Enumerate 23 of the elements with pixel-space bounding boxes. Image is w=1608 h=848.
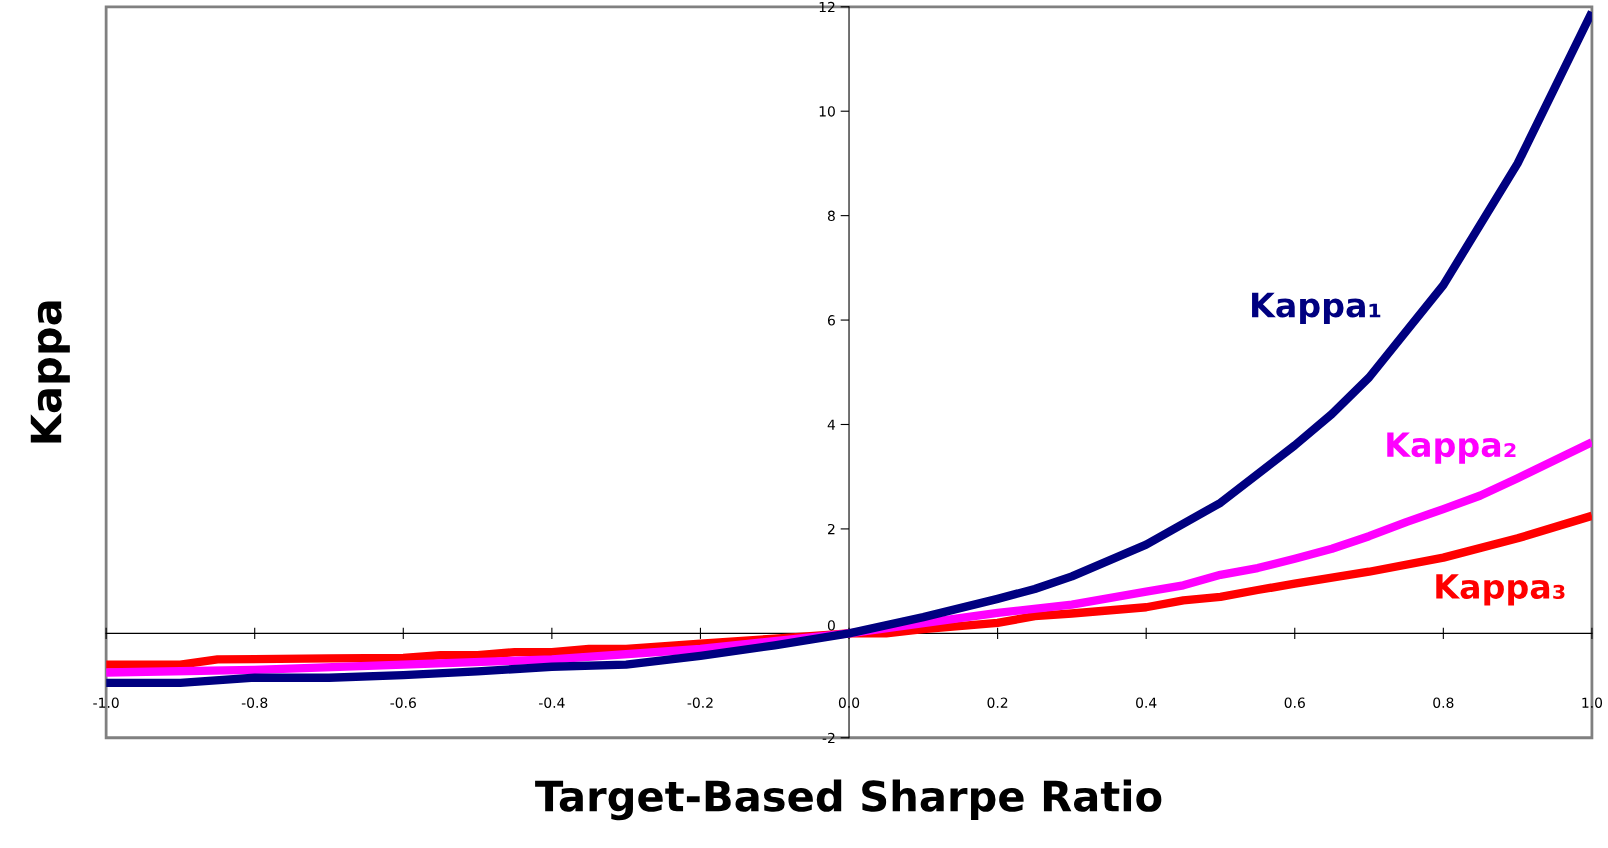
y-tick-label: 12	[819, 1, 835, 13]
y-axis-title: Kappa	[30, 301, 70, 443]
x-axis-title: Target-Based Sharpe Ratio	[535, 779, 1162, 821]
x-tick-label: -0.4	[539, 697, 565, 708]
x-tick-label: -0.8	[241, 697, 268, 708]
y-tick-label: 8	[827, 210, 835, 222]
y-tick-label: 10	[819, 106, 835, 117]
series-label: Kappa₂	[1387, 432, 1516, 464]
y-tick-label: 0	[827, 620, 835, 631]
series-label: Kappa₃	[1436, 574, 1565, 606]
x-tick-label: 0.4	[1136, 697, 1157, 708]
y-tick-label: -2	[822, 732, 835, 744]
x-tick-label: -0.2	[687, 697, 713, 708]
x-tick-label: 0.6	[1284, 697, 1305, 708]
x-tick-label: -1.0	[93, 697, 119, 708]
y-tick-label: 6	[827, 315, 835, 326]
x-tick-label: -0.6	[390, 697, 416, 708]
y-tick-label: 2	[828, 523, 835, 535]
x-tick-label: 0.2	[987, 697, 1008, 708]
x-tick-label: 0.8	[1433, 697, 1454, 708]
x-tick-label: 1.0	[1582, 697, 1603, 708]
series-label: Kappa₁	[1252, 292, 1381, 325]
y-tick-label: 4	[827, 419, 836, 430]
